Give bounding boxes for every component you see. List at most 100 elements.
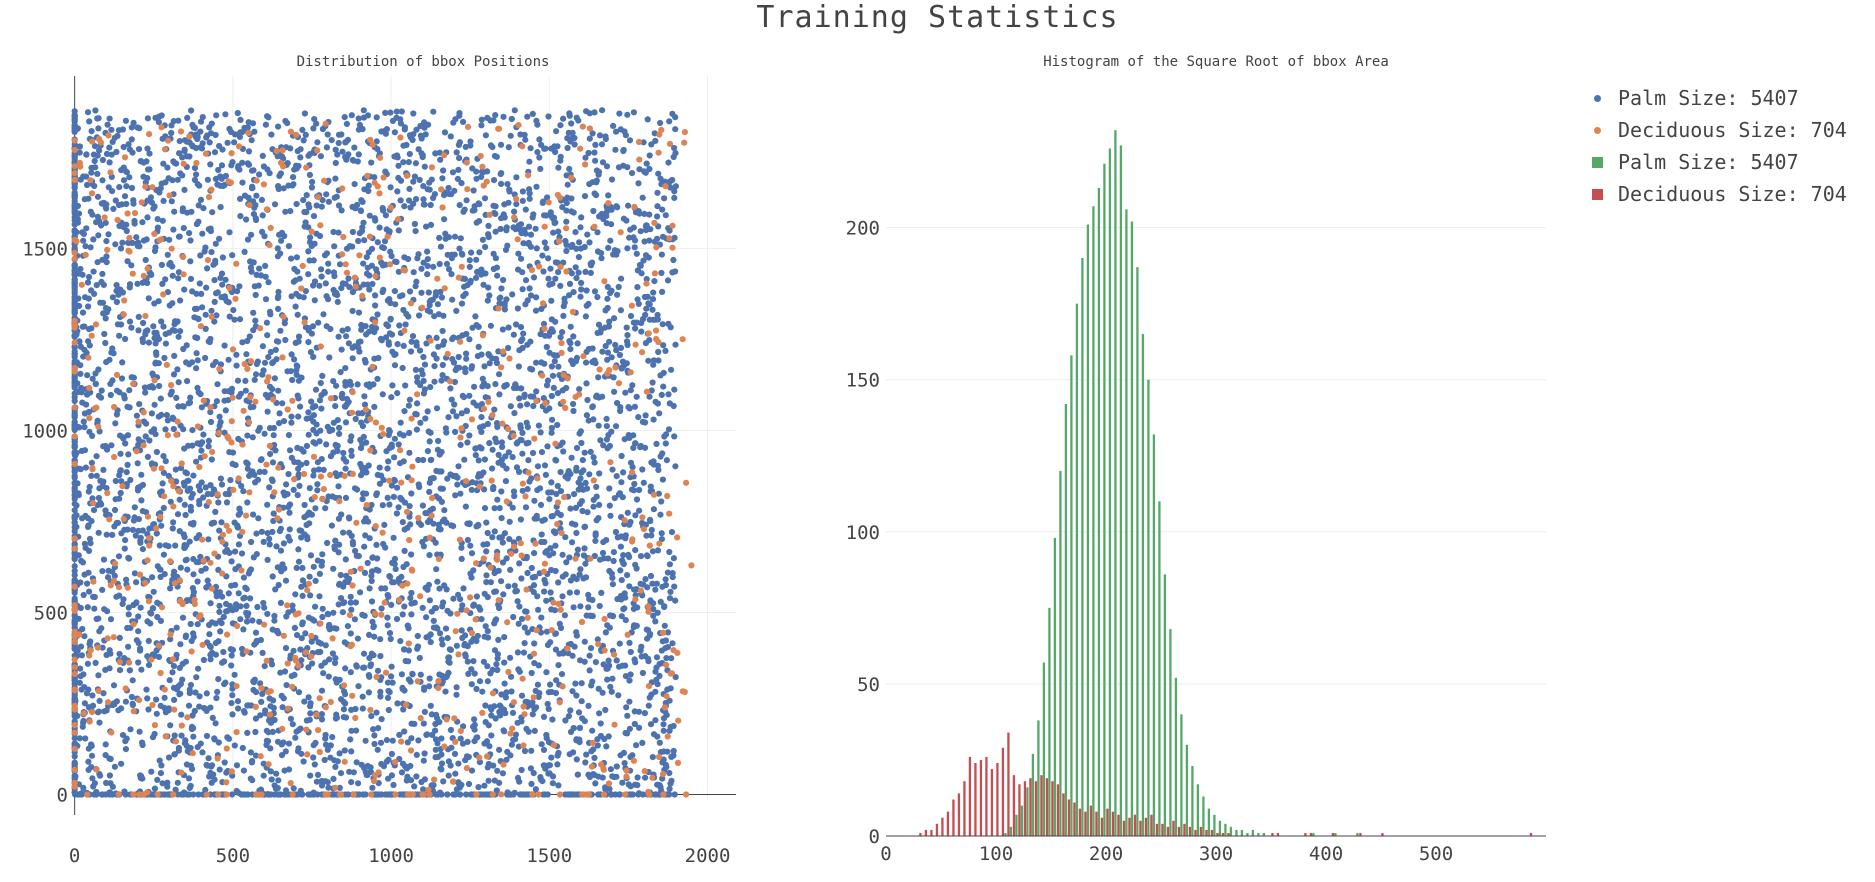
scatter-point (487, 322, 494, 329)
scatter-point (264, 408, 271, 415)
scatter-point (293, 254, 300, 261)
scatter-point (419, 152, 426, 159)
scatter-point (645, 357, 652, 364)
scatter-point (199, 230, 206, 237)
scatter-point (463, 350, 470, 357)
scatter-point (286, 537, 293, 544)
scatter-point (577, 657, 584, 664)
scatter-point (580, 467, 587, 474)
scatter-point (424, 448, 431, 455)
scatter-point (550, 384, 557, 391)
scatter-point (171, 160, 178, 167)
scatter-point (86, 326, 93, 333)
scatter-point (369, 280, 376, 288)
scatter-point (350, 769, 357, 776)
scatter-point (113, 298, 120, 306)
scatter-point (463, 408, 470, 415)
scatter-point (302, 131, 309, 138)
scatter-point (667, 685, 674, 692)
scatter-point (511, 410, 518, 417)
scatter-point (207, 656, 214, 663)
scatter-point (594, 229, 601, 236)
scatter-point (175, 117, 182, 124)
scatter-point (353, 552, 361, 559)
scatter-point (471, 383, 478, 390)
scatter-point (393, 108, 400, 115)
scatter-point (659, 476, 667, 483)
scatter-point (591, 754, 598, 762)
scatter-point (200, 205, 207, 212)
scatter-point (212, 720, 219, 727)
scatter-point (654, 213, 661, 220)
scatter-point (88, 287, 95, 294)
scatter-point (484, 114, 491, 121)
scatter-point (317, 153, 324, 160)
scatter-point (393, 510, 400, 517)
scatter-point (84, 604, 91, 611)
scatter-point (351, 181, 358, 188)
scatter-point (411, 220, 418, 228)
scatter-point (428, 782, 435, 789)
scatter-point (533, 388, 540, 395)
scatter-point (597, 720, 604, 727)
scatter-point (299, 619, 306, 626)
scatter-point (654, 203, 661, 210)
scatter-point (548, 479, 555, 486)
scatter-point (590, 746, 597, 753)
scatter-point (418, 778, 425, 786)
scatter-point (183, 342, 190, 349)
scatter-point (197, 252, 204, 259)
scatter-point (235, 541, 242, 548)
scatter-point (77, 343, 84, 350)
scatter-point (77, 265, 84, 273)
scatter-point (624, 341, 631, 349)
scatter-point (440, 778, 447, 785)
scatter-point (442, 688, 449, 695)
scatter-point (570, 333, 577, 340)
scatter-point (152, 114, 159, 121)
scatter-point (133, 599, 140, 606)
scatter-point (652, 717, 659, 724)
scatter-point (137, 534, 144, 542)
scatter-point (515, 363, 523, 370)
scatter-point (531, 497, 538, 504)
scatter-point (420, 377, 427, 384)
scatter-point (566, 338, 573, 345)
scatter-point (496, 746, 503, 753)
scatter-point (481, 486, 488, 493)
scatter-point (636, 166, 643, 173)
scatter-point (492, 112, 499, 119)
scatter-point (608, 354, 615, 361)
scatter-point (217, 475, 224, 482)
scatter-point (508, 741, 515, 748)
scatter-point (572, 680, 579, 687)
scatter-point (236, 316, 244, 323)
scatter-point (385, 458, 392, 465)
scatter-point (578, 286, 585, 293)
scatter-point (223, 608, 230, 615)
scatter-point (190, 630, 197, 637)
scatter-point (622, 617, 629, 624)
scatter-point (445, 266, 453, 273)
scatter-point (88, 459, 95, 466)
scatter-point (71, 394, 78, 401)
scatter-point (545, 275, 552, 282)
scatter-point (517, 424, 524, 432)
scatter-point (133, 412, 140, 419)
scatter-point (367, 662, 374, 670)
scatter-point (282, 117, 289, 125)
scatter-point (312, 603, 319, 610)
scatter-point (527, 365, 534, 372)
scatter-point (171, 208, 178, 215)
scatter-point (605, 657, 612, 664)
scatter-point (358, 197, 365, 204)
scatter-point (375, 725, 382, 732)
scatter-point (582, 268, 589, 275)
scatter-point (649, 548, 657, 555)
scatter-point (565, 713, 573, 720)
scatter-point (576, 571, 583, 578)
scatter-point (91, 605, 98, 612)
scatter-point (395, 441, 402, 448)
scatter-point (306, 716, 313, 723)
